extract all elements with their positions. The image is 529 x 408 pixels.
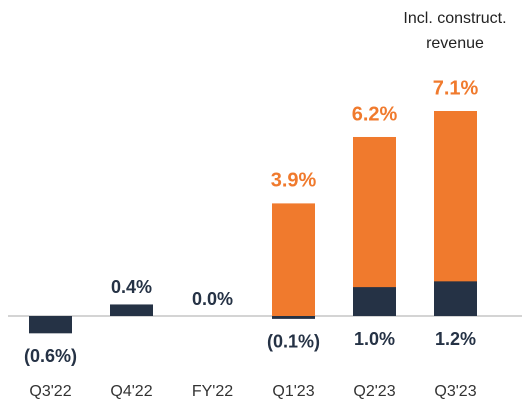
value-label: 1.0%: [354, 329, 395, 349]
x-tick-label: Q3'23: [434, 383, 476, 400]
value-label: 3.9%: [271, 170, 317, 192]
series-note: Incl. construct. revenue: [403, 10, 507, 52]
bar: [272, 203, 315, 316]
x-tick-label: Q2'23: [353, 383, 395, 400]
value-label: 0.0%: [192, 289, 233, 309]
bar: [110, 304, 153, 316]
value-label: 0.4%: [111, 277, 152, 297]
x-tick-label: Q1'23: [272, 383, 314, 400]
value-label: (0.6%): [24, 346, 77, 366]
value-label: 1.2%: [435, 329, 476, 349]
value-label: 6.2%: [352, 103, 398, 125]
bar: [29, 316, 72, 334]
bar: [353, 287, 396, 316]
bar: [272, 316, 315, 319]
value-label: (0.1%): [267, 332, 320, 352]
bar: [353, 136, 396, 316]
value-label: 7.1%: [433, 77, 479, 99]
x-tick-label: FY'22: [192, 383, 233, 400]
bar: [434, 281, 477, 316]
x-tick-label: Q3'22: [29, 383, 71, 400]
x-tick-label: Q4'22: [110, 383, 152, 400]
